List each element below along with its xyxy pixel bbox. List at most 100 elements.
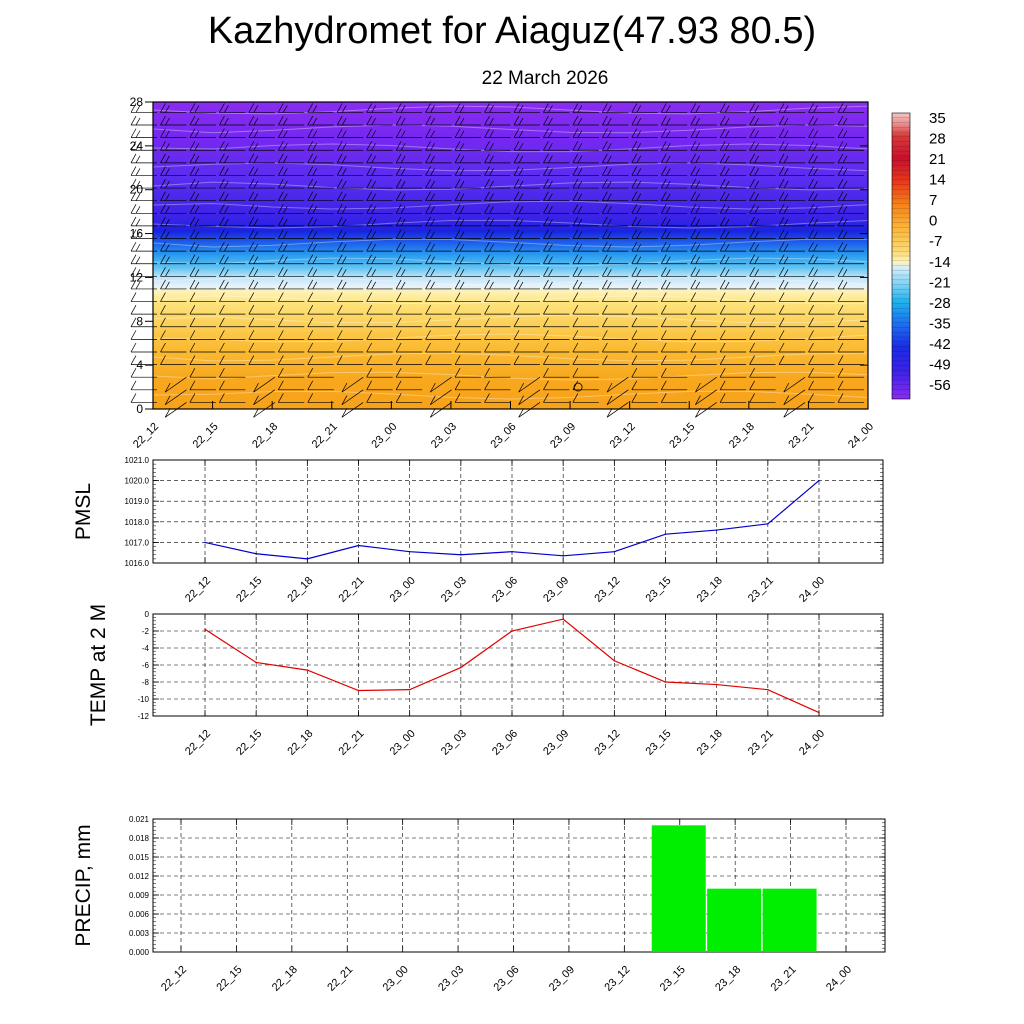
wind-barb-feather <box>400 105 406 113</box>
wind-barb-feather <box>130 128 137 138</box>
x-tick-label: 23_09 <box>541 575 571 605</box>
y-tick-label: 28 <box>130 95 144 109</box>
wind-barb-feather <box>366 191 372 201</box>
wind-barb-feather <box>513 103 520 113</box>
wind-barb-feather <box>660 178 667 189</box>
wind-barb-feather <box>665 143 671 151</box>
y-tick-label: 20 <box>130 183 144 197</box>
wind-barb-feather <box>719 204 726 214</box>
wind-barb-feather <box>135 117 141 126</box>
wind-barb-feather <box>366 292 372 302</box>
wind-barb-feather <box>189 355 196 365</box>
wind-barbs <box>130 103 864 418</box>
wind-barb-feather <box>135 256 141 264</box>
wind-barb-feather <box>248 128 255 138</box>
wind-barb-shaft <box>606 376 629 393</box>
wind-barb-feather <box>253 130 259 138</box>
wind-barb-feather <box>636 143 642 151</box>
x-tick-label: 23_18 <box>695 728 725 758</box>
wind-barb-feather <box>484 141 490 151</box>
wind-barb-feather <box>277 279 284 290</box>
wind-barb-feather <box>395 342 402 353</box>
wind-barb-feather <box>189 380 196 390</box>
wind-barb-feather <box>165 117 170 126</box>
wind-barb-feather <box>341 193 347 201</box>
wind-barb-feather <box>224 180 229 189</box>
wind-barb-feather <box>607 117 612 126</box>
wind-barb-feather <box>454 229 461 239</box>
wind-barb-shaft <box>341 402 364 418</box>
wind-barb-feather <box>837 216 844 227</box>
wind-barb-feather <box>160 178 166 189</box>
wind-barb-feather <box>631 216 638 227</box>
x-tick-label: 22_12 <box>183 728 213 758</box>
wind-barb-feather <box>395 279 402 290</box>
wind-barb-feather <box>366 166 372 176</box>
wind-barb-shaft <box>695 376 717 393</box>
wind-barb-feather <box>518 168 524 176</box>
wind-barb-feather <box>543 267 549 277</box>
wind-barb-feather <box>395 355 402 365</box>
wind-barb-feather <box>749 330 755 340</box>
wind-barb-feather <box>366 279 372 290</box>
wind-barb-feather <box>690 141 697 151</box>
wind-barb-feather <box>778 267 785 277</box>
wind-barb-feather <box>484 279 490 290</box>
wind-barb-feather <box>395 103 402 113</box>
wind-barb-feather <box>783 382 790 393</box>
wind-barb-feather <box>607 130 612 138</box>
wind-barb-feather <box>454 141 461 151</box>
wind-barb-feather <box>754 193 759 201</box>
wind-barb-feather <box>336 279 343 290</box>
wind-barb-feather <box>282 206 288 214</box>
wind-barb-feather <box>219 267 225 277</box>
wind-barb-feather <box>484 178 490 189</box>
wind-barb-shaft <box>606 389 629 406</box>
y-tick-label: 1021.0 <box>125 456 150 465</box>
wind-barb-feather <box>513 279 520 290</box>
wind-barb-feather <box>336 342 343 353</box>
wind-barb-feather <box>130 153 137 164</box>
wind-barb-feather <box>366 317 372 327</box>
wind-barb-feather <box>165 180 170 189</box>
x-tick-label: 23_03 <box>439 575 469 605</box>
wind-barb-feather <box>749 166 755 176</box>
x-tick-label: 23_09 <box>548 421 578 451</box>
wind-barb-feather <box>307 153 314 164</box>
wind-barb-feather <box>371 155 376 164</box>
wind-barb-feather <box>454 368 461 378</box>
wind-barb-feather <box>336 254 343 264</box>
wind-barb-feather <box>130 355 137 365</box>
wind-barb-feather <box>425 115 431 126</box>
colorbar-label: 0 <box>929 213 937 230</box>
wind-barb-feather <box>606 382 613 393</box>
wind-barb-feather <box>484 292 490 302</box>
wind-barb-feather <box>577 256 583 264</box>
wind-barb-feather <box>783 130 789 138</box>
wind-barb-shaft <box>783 389 806 406</box>
wind-barb-feather <box>253 382 259 393</box>
wind-barb-feather <box>783 193 789 201</box>
wind-barb-feather <box>336 178 343 189</box>
wind-barb-feather <box>425 128 431 138</box>
temp-point <box>306 669 309 671</box>
wind-barb-feather <box>842 105 848 113</box>
wind-barb-feather <box>636 130 642 138</box>
wind-barb-feather <box>336 292 343 302</box>
wind-barb-feather <box>837 241 844 252</box>
wind-barb-feather <box>572 355 579 365</box>
wind-barb-feather <box>282 269 288 277</box>
wind-barb-feather <box>341 269 347 277</box>
wind-barb-feather <box>513 178 520 189</box>
wind-barb-feather <box>454 342 461 353</box>
wind-barb-feather <box>808 141 814 151</box>
wind-barb-feather <box>543 292 549 302</box>
wind-barb-feather <box>371 281 376 290</box>
wind-barb-feather <box>572 229 579 239</box>
wind-barb-feather <box>518 180 524 189</box>
wind-barb-feather <box>602 317 608 327</box>
wind-barb-feather <box>602 241 608 252</box>
wind-barb-feather <box>754 155 759 164</box>
wind-barb-feather <box>783 408 790 418</box>
wind-barb-feather <box>253 281 259 290</box>
